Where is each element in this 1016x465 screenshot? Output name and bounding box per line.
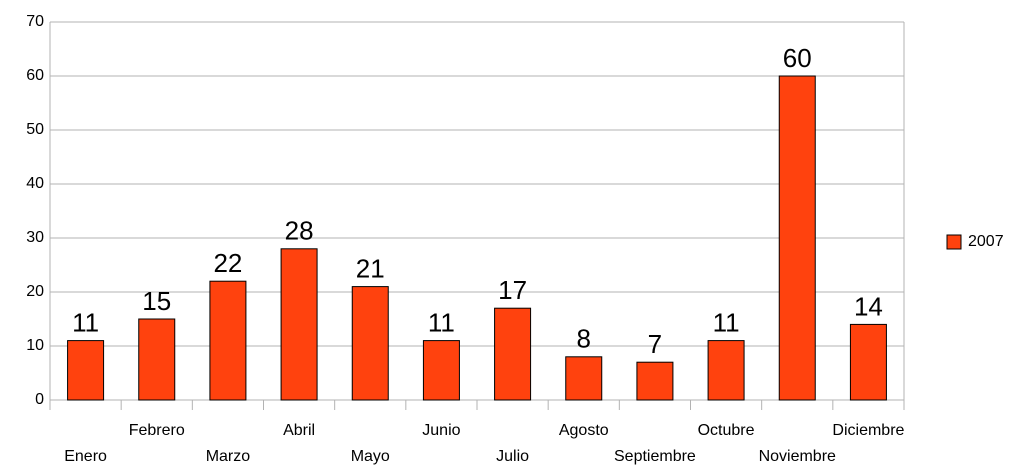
x-tick-label: Junio	[422, 422, 460, 439]
bar	[778, 75, 816, 401]
bar	[636, 361, 674, 401]
x-tick-label: Julio	[496, 448, 529, 465]
x-tick-label: Diciembre	[832, 422, 904, 439]
y-tick-label: 20	[26, 283, 44, 300]
data-label: 15	[142, 286, 171, 316]
x-tick-label: Mayo	[351, 448, 390, 465]
bar	[849, 323, 887, 401]
bar	[209, 280, 247, 401]
bar	[67, 340, 105, 401]
legend-label: 2007	[968, 233, 1004, 250]
bar	[351, 286, 389, 401]
bar	[707, 340, 745, 401]
bar	[138, 318, 176, 401]
data-label: 7	[648, 329, 662, 359]
bar	[280, 248, 318, 401]
y-tick-label: 10	[26, 337, 44, 354]
bar	[494, 307, 532, 401]
x-tick-label: Septiembre	[614, 448, 696, 465]
x-tick-label: Enero	[64, 448, 107, 465]
x-tick-label: Agosto	[559, 422, 609, 439]
y-tick-label: 40	[26, 175, 44, 192]
data-label: 14	[854, 291, 883, 321]
data-label: 28	[285, 216, 314, 246]
legend-swatch	[946, 234, 962, 250]
data-label: 22	[213, 248, 242, 278]
y-tick-label: 70	[26, 13, 44, 30]
data-label: 11	[428, 307, 455, 337]
y-tick-label: 30	[26, 229, 44, 246]
data-label: 21	[356, 253, 385, 283]
data-label: 8	[577, 324, 591, 354]
data-label: 11	[713, 307, 740, 337]
data-label: 17	[498, 275, 527, 305]
x-tick-label: Noviembre	[759, 448, 836, 465]
x-tick-label: Octubre	[698, 422, 755, 439]
data-label: 11	[72, 307, 99, 337]
y-tick-label: 0	[35, 391, 44, 408]
bar	[422, 340, 460, 401]
x-tick-label: Abril	[283, 422, 315, 439]
x-tick-label: Febrero	[129, 422, 185, 439]
y-tick-label: 50	[26, 121, 44, 138]
bar	[565, 356, 603, 401]
data-label: 60	[783, 43, 812, 73]
y-tick-label: 60	[26, 67, 44, 84]
x-tick-label: Marzo	[206, 448, 251, 465]
